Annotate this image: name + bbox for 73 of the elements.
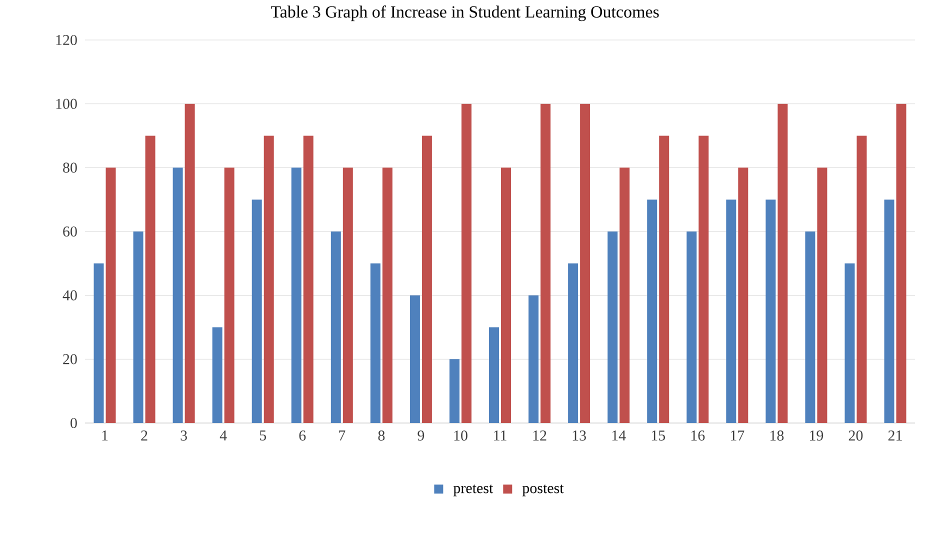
bar bbox=[580, 104, 590, 423]
bar bbox=[647, 200, 658, 423]
y-tick-label: 100 bbox=[56, 98, 77, 109]
bar bbox=[856, 136, 867, 423]
x-tick-label: 4 bbox=[220, 430, 227, 440]
bar bbox=[620, 168, 630, 423]
bar bbox=[766, 200, 776, 423]
bar bbox=[264, 136, 274, 423]
x-tick-label: 3 bbox=[180, 430, 187, 441]
bar bbox=[817, 168, 828, 423]
y-tick-label: 20 bbox=[63, 354, 77, 364]
bar bbox=[501, 168, 512, 423]
x-tick-label: 11 bbox=[494, 430, 506, 440]
legend-label: pretest bbox=[453, 484, 494, 496]
y-tick-label: 60 bbox=[63, 226, 77, 237]
x-tick-label: 16 bbox=[691, 430, 705, 441]
bar bbox=[172, 168, 183, 423]
x-tick-label: 13 bbox=[572, 430, 586, 441]
y-tick-label: 80 bbox=[63, 162, 77, 173]
x-tick-label: 19 bbox=[810, 430, 824, 441]
legend-label: postest bbox=[522, 484, 564, 496]
x-tick-label: 21 bbox=[888, 430, 902, 440]
x-tick-label: 6 bbox=[299, 430, 306, 441]
bar bbox=[252, 200, 262, 423]
bar bbox=[489, 327, 500, 423]
bar bbox=[94, 263, 104, 423]
bar bbox=[568, 263, 578, 423]
bar bbox=[382, 168, 392, 423]
bar bbox=[528, 295, 539, 423]
x-tick-label: 1 bbox=[102, 430, 108, 440]
bar bbox=[884, 200, 894, 423]
bar bbox=[106, 168, 116, 423]
bar bbox=[145, 136, 156, 423]
x-tick-label: 14 bbox=[612, 430, 626, 440]
x-tick-label: 10 bbox=[454, 430, 468, 441]
y-tick-label: 120 bbox=[56, 34, 77, 46]
x-tick-label: 5 bbox=[260, 430, 266, 440]
x-tick-label: 18 bbox=[770, 430, 784, 441]
bar bbox=[212, 327, 222, 423]
x-tick-label: 12 bbox=[533, 430, 546, 440]
x-tick-label: 7 bbox=[339, 430, 346, 440]
bar bbox=[184, 104, 195, 423]
bar bbox=[686, 231, 697, 423]
bar bbox=[330, 231, 341, 423]
bar bbox=[461, 104, 472, 423]
bar bbox=[738, 168, 748, 423]
x-tick-label: 8 bbox=[378, 430, 385, 441]
bar bbox=[698, 136, 709, 423]
bar bbox=[370, 263, 380, 423]
x-tick-label: 15 bbox=[652, 430, 666, 441]
x-tick-label: 17 bbox=[730, 430, 744, 440]
y-tick-label: 40 bbox=[62, 290, 77, 300]
bar bbox=[224, 168, 234, 423]
bar bbox=[342, 168, 353, 423]
bar bbox=[449, 359, 460, 423]
bar bbox=[291, 168, 302, 423]
bar bbox=[540, 104, 551, 423]
bar bbox=[410, 295, 420, 423]
bar bbox=[659, 136, 670, 423]
x-tick-label: 20 bbox=[848, 430, 863, 441]
x-tick-label: 9 bbox=[418, 430, 424, 441]
bar bbox=[726, 200, 736, 423]
bar bbox=[608, 231, 618, 423]
bar bbox=[422, 136, 432, 423]
bar bbox=[133, 231, 144, 423]
chart-title: Table 3 Graph of Increase in Student Learning Outcomes bbox=[270, 6, 659, 22]
bar bbox=[778, 104, 788, 423]
bar bbox=[844, 263, 855, 423]
bar bbox=[805, 231, 816, 423]
bar bbox=[303, 136, 314, 423]
y-tick-label: 0 bbox=[70, 418, 77, 428]
x-tick-label: 2 bbox=[141, 430, 148, 440]
bar bbox=[896, 104, 906, 423]
